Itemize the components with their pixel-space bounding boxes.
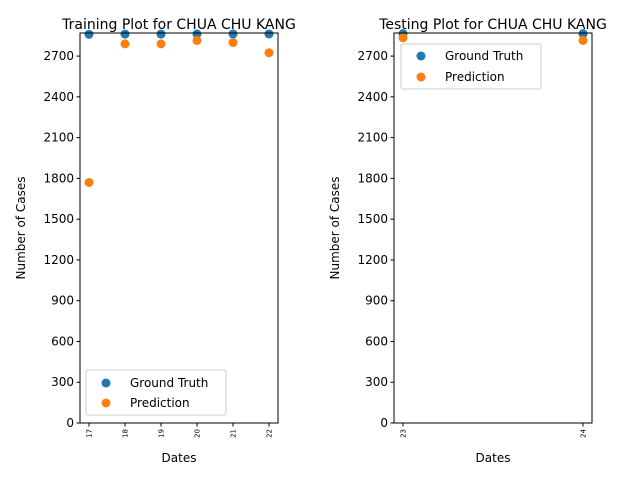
training-legend: Ground Truth Prediction xyxy=(85,369,227,416)
ground-truth-point xyxy=(578,29,588,39)
training-plot-title: Training Plot for CHUA CHU KANG xyxy=(61,17,296,33)
prediction-point xyxy=(578,35,588,45)
y-tick-label: 2700 xyxy=(43,49,74,63)
training-plot-frame xyxy=(79,32,279,424)
x-tick-label: 20 xyxy=(194,429,202,438)
legend-label-prediction: Prediction xyxy=(445,70,505,84)
y-tick-label: 2100 xyxy=(357,131,388,145)
testing-plot-title: Testing Plot for CHUA CHU KANG xyxy=(378,17,607,33)
testing-x-axis-label: Dates xyxy=(476,451,511,465)
y-tick-label: 1500 xyxy=(43,212,74,226)
legend-box xyxy=(400,43,542,90)
y-tick-label: 900 xyxy=(51,294,74,308)
legend-label-ground-truth: Ground Truth xyxy=(445,49,523,63)
y-tick-label: 900 xyxy=(365,294,388,308)
y-tick-label: 2100 xyxy=(43,131,74,145)
y-tick-label: 0 xyxy=(66,416,74,430)
y-tick-label: 600 xyxy=(51,334,74,348)
legend-marker-ground-truth xyxy=(416,51,426,61)
ground-truth-point xyxy=(120,29,130,39)
prediction-point xyxy=(398,33,408,43)
x-tick-label: 18 xyxy=(122,429,130,438)
x-tick-label: 23 xyxy=(400,429,408,438)
x-tick-label: 17 xyxy=(86,429,94,438)
prediction-point xyxy=(228,38,238,48)
y-tick-label: 300 xyxy=(51,375,74,389)
prediction-point xyxy=(120,39,130,49)
prediction-point xyxy=(264,48,274,58)
testing-plot-area: 0 300 600 900 1200 1500 1800 2100 2400 2700 23 24 xyxy=(357,29,588,438)
training-y-axis-label: Number of Cases xyxy=(14,176,28,279)
prediction-point xyxy=(192,35,202,45)
y-tick-label: 600 xyxy=(365,334,388,348)
y-tick-label: 2400 xyxy=(43,90,74,104)
ground-truth-point xyxy=(228,29,238,39)
y-tick-label: 1800 xyxy=(357,171,388,185)
y-tick-label: 1500 xyxy=(357,212,388,226)
y-tick-label: 0 xyxy=(380,416,388,430)
legend-marker-ground-truth xyxy=(101,378,111,388)
y-tick-label: 2700 xyxy=(357,49,388,63)
prediction-point xyxy=(84,177,94,187)
testing-legend: Ground Truth Prediction xyxy=(400,43,542,90)
x-tick-label: 19 xyxy=(158,429,166,438)
x-tick-label: 24 xyxy=(580,428,588,437)
testing-plot-panel: Testing Plot for CHUA CHU KANG 0 300 600 90… xyxy=(328,17,607,465)
y-tick-label: 1800 xyxy=(43,171,74,185)
prediction-point xyxy=(156,39,166,49)
x-tick-label: 21 xyxy=(230,429,238,438)
ground-truth-point xyxy=(192,29,202,39)
y-tick-label: 1200 xyxy=(357,253,388,267)
legend-box xyxy=(85,369,227,416)
y-tick-label: 300 xyxy=(365,375,388,389)
ground-truth-point xyxy=(264,29,274,39)
ground-truth-point xyxy=(84,29,94,39)
training-plot-area: 0 300 600 900 1200 1500 1800 2100 2400 2700 17 18 19… xyxy=(43,29,274,438)
training-x-axis-label: Dates xyxy=(162,451,197,465)
legend-marker-prediction xyxy=(416,72,426,82)
training-plot-panel: Training Plot for CHUA CHU KANG 0 300 600 9… xyxy=(14,17,296,465)
ground-truth-point xyxy=(156,29,166,39)
testing-plot-frame xyxy=(393,32,593,424)
y-tick-label: 2400 xyxy=(357,90,388,104)
y-tick-label: 1200 xyxy=(43,253,74,267)
legend-marker-prediction xyxy=(101,398,111,408)
x-tick-label: 22 xyxy=(266,429,274,438)
testing-y-axis-label: Number of Cases xyxy=(328,176,342,279)
legend-label-ground-truth: Ground Truth xyxy=(130,376,208,390)
legend-label-prediction: Prediction xyxy=(130,396,190,410)
